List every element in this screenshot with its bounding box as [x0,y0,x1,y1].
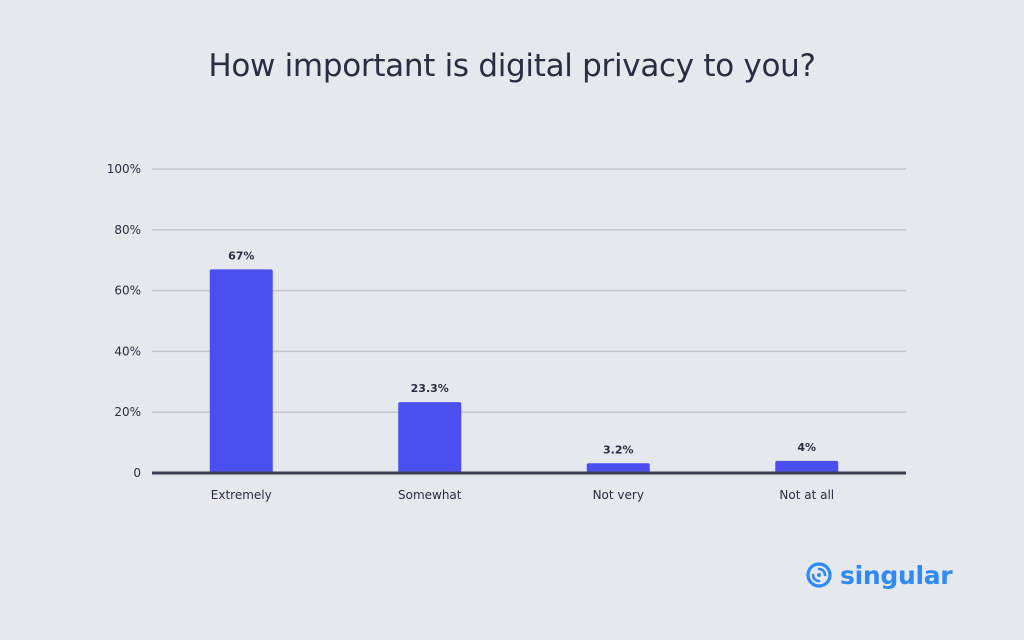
singular-logo: singular [804,560,953,590]
data-label: 4% [797,441,816,454]
data-label: 67% [228,249,254,262]
category-label: Extremely [211,488,272,502]
y-tick-label: 40% [114,344,141,358]
y-tick-label: 60% [114,284,141,298]
y-tick-label: 0 [133,466,141,480]
data-labels: 67% 23.3% 3.2% 4% [228,249,816,456]
brand-name: singular [840,560,953,590]
category-label: Not very [593,488,644,502]
gridlines [152,168,906,413]
bar-somewhat [398,402,462,473]
swirl-logo-icon [806,562,832,588]
y-axis-ticks: 0 20% 40% 60% 80% 100% [107,162,141,480]
category-label: Somewhat [398,488,462,502]
category-label: Not at all [779,488,834,502]
data-label: 23.3% [411,382,449,395]
x-axis-categories: Extremely Somewhat Not very Not at all [211,488,834,502]
bar-extremely [209,269,273,473]
chart-title: How important is digital privacy to you? [208,48,816,84]
bar-not-at-all [775,460,839,473]
bar-not-very [586,463,650,473]
y-tick-label: 80% [114,223,141,237]
bars [209,269,839,473]
y-tick-label: 20% [114,405,141,419]
y-tick-label: 100% [107,162,141,176]
data-label: 3.2% [603,443,634,456]
